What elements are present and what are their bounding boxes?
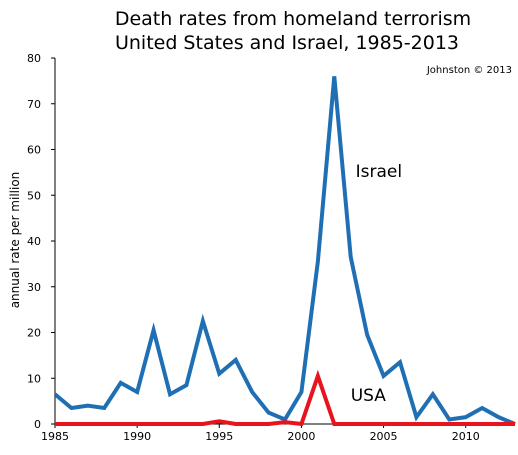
x-tick-label: 1990	[123, 430, 151, 443]
y-tick-label: 10	[27, 372, 41, 385]
y-tick-label: 20	[27, 327, 41, 340]
series-label-usa: USA	[351, 386, 387, 406]
y-tick-label: 0	[34, 418, 41, 431]
series-lines	[53, 76, 516, 427]
series-labels: Israel USA	[351, 162, 402, 406]
y-tick-label: 80	[27, 52, 41, 65]
x-tick-label: 1985	[41, 430, 69, 443]
y-tick-label: 50	[27, 189, 41, 202]
ticks: 0 10 20 30 40 50 60 70 80 1985 1990 1995 2000 2005 201…	[27, 52, 480, 443]
y-tick-label: 70	[27, 98, 41, 111]
x-tick-label: 2000	[287, 430, 315, 443]
x-tick-label: 1995	[205, 430, 233, 443]
y-tick-label: 40	[27, 235, 41, 248]
series-line-israel	[53, 76, 516, 426]
chart-title-line-1: Death rates from homeland terrorism	[115, 8, 471, 30]
credit-label: Johnston © 2013	[426, 65, 512, 76]
series-label-israel: Israel	[356, 162, 402, 182]
x-tick-label: 2010	[452, 430, 480, 443]
chart-title-line-2: United States and Israel, 1985-2013	[115, 32, 459, 54]
y-axis-label: annual rate per million	[8, 172, 22, 309]
y-tick-label: 30	[27, 281, 41, 294]
x-tick-label: 2005	[370, 430, 398, 443]
y-tick-label: 60	[27, 144, 41, 157]
axes	[54, 58, 515, 425]
series-line-usa	[55, 369, 515, 427]
